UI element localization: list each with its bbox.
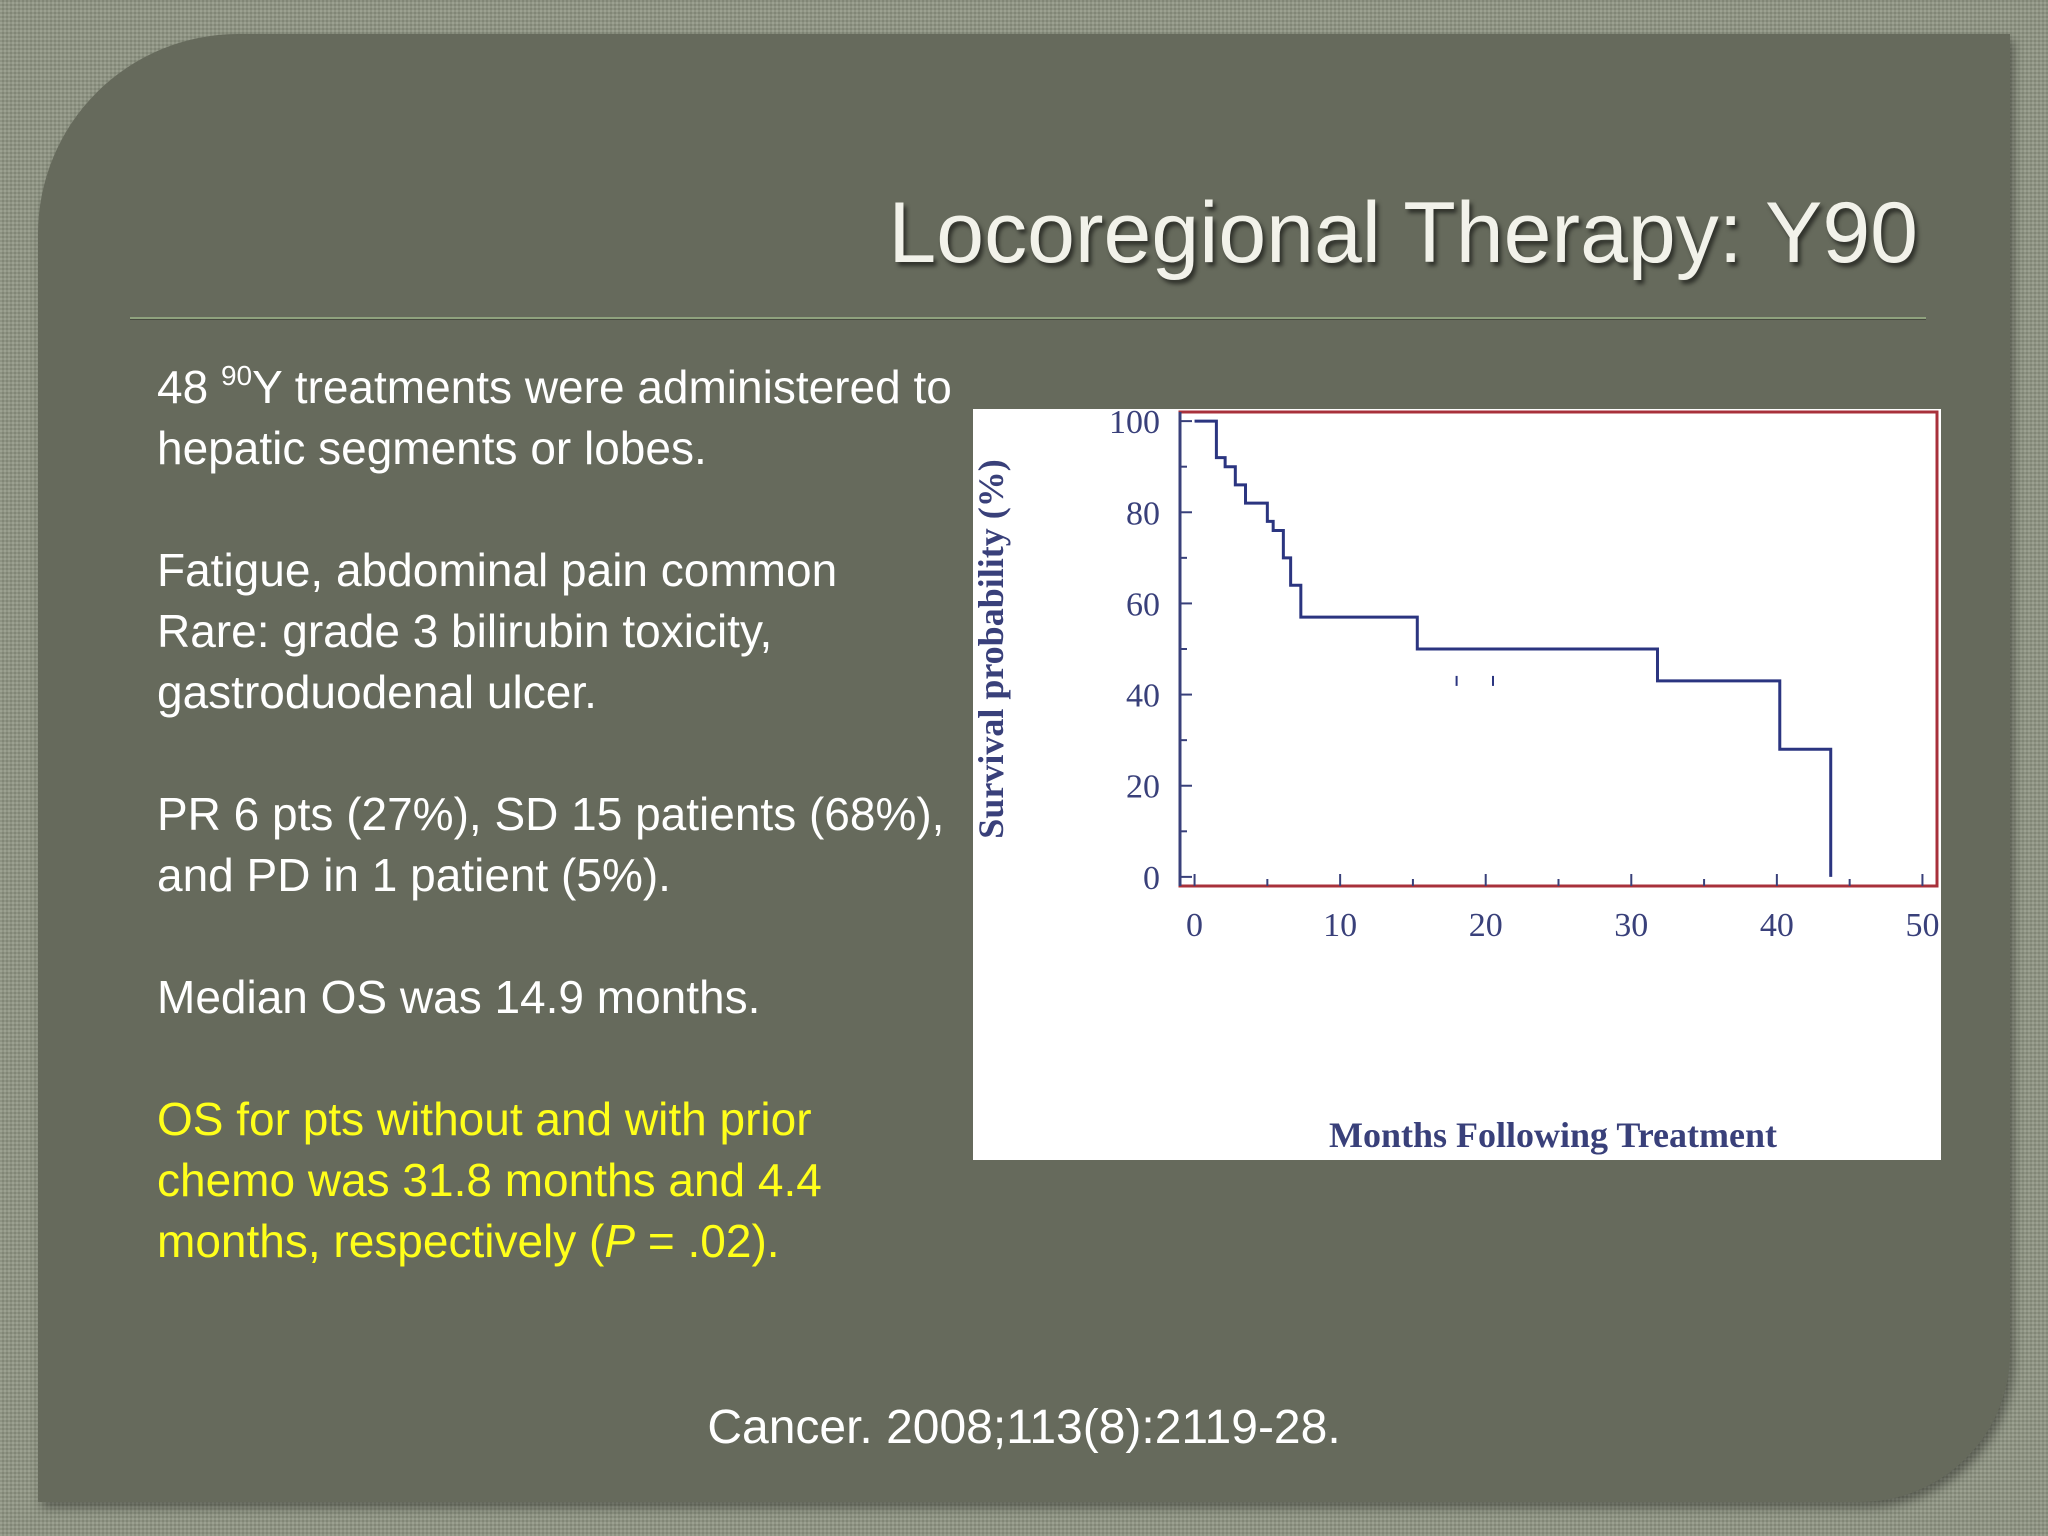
- censor-marks: [1455, 675, 1494, 686]
- paragraph-response: PR 6 pts (27%), SD 15 patients (68%), an…: [157, 788, 945, 901]
- y-tick-label: 60: [1126, 586, 1160, 623]
- slide-title: Locoregional Therapy: Y90: [888, 185, 1918, 281]
- survival-chart-svg: 0 20 40 60 80 100 0 10 20 30 40 50 Survival probabi…: [973, 409, 1939, 1155]
- citation: Cancer. 2008;113(8):2119-28.: [707, 1401, 1341, 1454]
- body-text: 48 90Y treatments were administered to h…: [157, 357, 957, 1272]
- p-value-symbol: P: [604, 1215, 636, 1267]
- x-axis-label: Months Following Treatment: [1329, 1115, 1777, 1155]
- y-tick-label: 0: [1143, 860, 1160, 897]
- y-tick-label: 80: [1126, 495, 1160, 532]
- x-tick-label: 40: [1760, 907, 1794, 944]
- x-tick-label: 30: [1614, 907, 1648, 944]
- paragraph-adverse-events: Fatigue, abdominal pain common Rare: grad…: [157, 544, 838, 718]
- paragraph-median-os: Median OS was 14.9 months.: [157, 971, 761, 1023]
- y-tick-label: 20: [1126, 769, 1160, 806]
- slide-panel: Locoregional Therapy: Y90 48 90Y treatme…: [38, 34, 2010, 1502]
- x-tick-label: 20: [1469, 907, 1503, 944]
- x-tick-label: 50: [1905, 907, 1939, 944]
- y-axis-label: Survival probability (%): [973, 459, 1011, 838]
- y-tick-label: 100: [1109, 409, 1160, 441]
- y-tick-label: 40: [1126, 678, 1160, 715]
- x-tick-label: 0: [1186, 907, 1203, 944]
- survival-curve: [1194, 419, 1833, 877]
- x-tick-label: 10: [1323, 907, 1357, 944]
- paragraph-os-prior-chemo: OS for pts without and with prior chemo …: [157, 1093, 822, 1267]
- survival-chart: 0 20 40 60 80 100 0 10 20 30 40 50 Survival probabi…: [973, 409, 1941, 1160]
- title-divider: [130, 317, 1926, 319]
- axis-ticks: 0 20 40 60 80 100 0 10 20 30 40 50: [1109, 409, 1939, 944]
- paragraph-treatments: 48 90Y treatments were administered to h…: [157, 360, 952, 474]
- isotope-superscript: 90: [220, 360, 253, 391]
